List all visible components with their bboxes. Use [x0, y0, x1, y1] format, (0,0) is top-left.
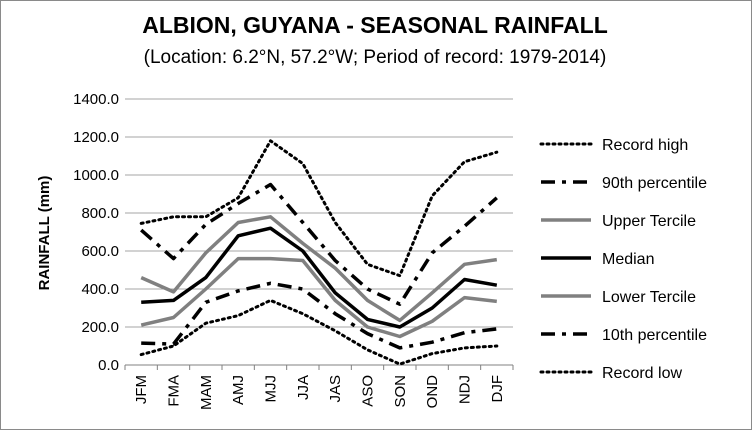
chart-title: ALBION, GUYANA - SEASONAL RAINFALL [142, 12, 608, 38]
legend-label: Lower Tercile [602, 289, 696, 306]
y-tick-label: 800.0 [81, 205, 119, 222]
x-tick-label: FMA [166, 375, 183, 407]
y-tick-label: 0.0 [98, 357, 119, 374]
y-tick-label: 400.0 [81, 281, 119, 298]
y-tick-label: 600.0 [81, 243, 119, 260]
legend-label: Record low [602, 365, 682, 382]
series-line [139, 298, 499, 366]
x-tick-label: SON [392, 375, 409, 408]
legend-label: 10th percentile [602, 327, 707, 344]
legend-label: Record high [602, 137, 688, 154]
x-tick-label: NDJ [457, 375, 474, 404]
x-tick-label: MJJ [263, 375, 280, 403]
axes: 0.0 200.0 400.0 600.0 800.0 1000.0 1200.0 1400.… [73, 91, 514, 410]
x-tick-label: JAS [327, 375, 344, 403]
series-line [139, 139, 499, 278]
series-lines [139, 139, 499, 366]
y-tick-label: 1400.0 [73, 91, 119, 108]
x-tick-label: JFM [133, 375, 150, 404]
x-tick-label: OND [424, 375, 441, 409]
x-tick-label: MAM [198, 375, 215, 410]
legend-label: Median [602, 251, 654, 268]
series-line [141, 226, 498, 329]
chart-subtitle: (Location: 6.2°N, 57.2°W; Period of reco… [144, 47, 607, 68]
x-tick-label: JJA [295, 375, 312, 400]
series-line [140, 256, 498, 339]
x-tick-label: ASO [360, 375, 377, 407]
series-line [141, 281, 498, 350]
y-tick-label: 1000.0 [73, 167, 119, 184]
y-axis-label: RAINFALL (mm) [36, 176, 53, 291]
y-tick-label: 200.0 [81, 319, 119, 336]
legend-label: 90th percentile [602, 175, 707, 192]
y-tick-label: 1200.0 [73, 129, 119, 146]
x-tick-label: DJF [489, 375, 506, 403]
x-tick-label: AMJ [230, 375, 247, 405]
legend-label: Upper Tercile [602, 213, 696, 230]
series-line [140, 215, 498, 323]
legend: Record high 90th percentile Upper Tercile M… [539, 137, 707, 382]
